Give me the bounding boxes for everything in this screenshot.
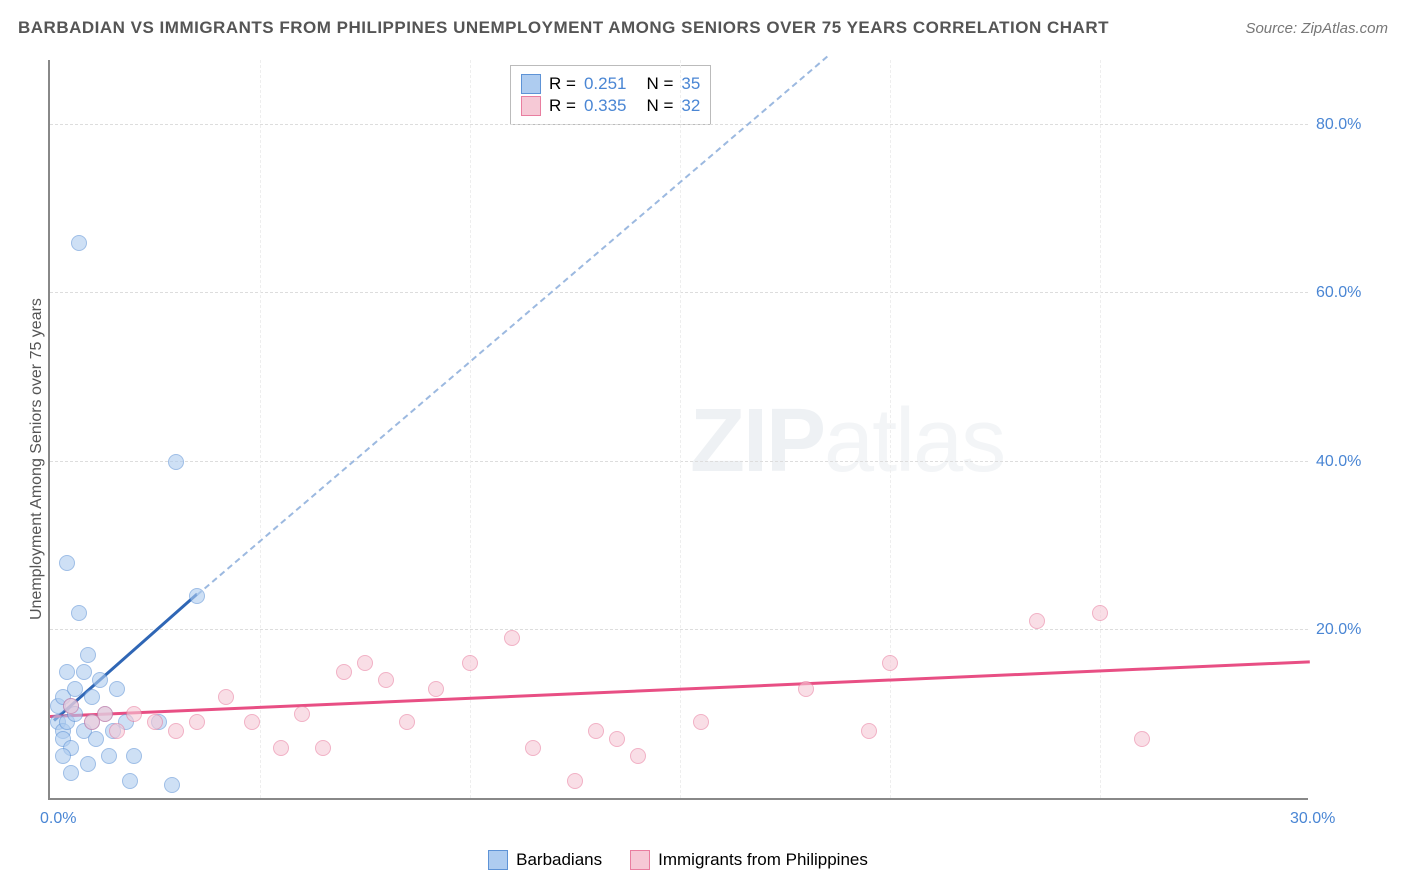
stats-legend-box: R = 0.251 N = 35 R = 0.335 N = 32 bbox=[510, 65, 711, 125]
data-point bbox=[67, 681, 83, 697]
data-point bbox=[294, 706, 310, 722]
watermark: ZIPatlas bbox=[690, 390, 1004, 493]
data-point bbox=[55, 748, 71, 764]
y-axis-label: Unemployment Among Seniors over 75 years bbox=[28, 298, 46, 620]
data-point bbox=[109, 681, 125, 697]
legend-label: Immigrants from Philippines bbox=[658, 850, 868, 870]
data-point bbox=[101, 748, 117, 764]
data-point bbox=[71, 235, 87, 251]
data-point bbox=[315, 740, 331, 756]
data-point bbox=[378, 672, 394, 688]
n-label: N = bbox=[646, 74, 673, 94]
data-point bbox=[80, 756, 96, 772]
y-gridline bbox=[50, 629, 1308, 630]
legend-swatch bbox=[488, 850, 508, 870]
data-point bbox=[357, 655, 373, 671]
stats-legend-row: R = 0.335 N = 32 bbox=[521, 96, 700, 116]
r-value: 0.251 bbox=[584, 74, 627, 94]
data-point bbox=[59, 555, 75, 571]
data-point bbox=[71, 605, 87, 621]
data-point bbox=[168, 723, 184, 739]
title-bar: BARBADIAN VS IMMIGRANTS FROM PHILIPPINES… bbox=[18, 18, 1388, 38]
data-point bbox=[1092, 605, 1108, 621]
data-point bbox=[59, 664, 75, 680]
watermark-bold: ZIP bbox=[690, 391, 824, 491]
r-value: 0.335 bbox=[584, 96, 627, 116]
scatter-plot: ZIPatlas R =0.251N =35R =0.335N =32 20.0… bbox=[48, 60, 1308, 800]
data-point bbox=[84, 689, 100, 705]
legend-swatch bbox=[630, 850, 650, 870]
data-point bbox=[504, 630, 520, 646]
data-point bbox=[244, 714, 260, 730]
n-value: 35 bbox=[681, 74, 700, 94]
data-point bbox=[428, 681, 444, 697]
data-point bbox=[147, 714, 163, 730]
data-point bbox=[109, 723, 125, 739]
x-tick-label: 0.0% bbox=[40, 810, 76, 828]
data-point bbox=[88, 731, 104, 747]
x-gridline bbox=[1100, 60, 1101, 798]
n-value: 32 bbox=[681, 96, 700, 116]
data-point bbox=[218, 689, 234, 705]
data-point bbox=[80, 647, 96, 663]
r-label: R = bbox=[549, 74, 576, 94]
y-gridline bbox=[50, 292, 1308, 293]
data-point bbox=[189, 714, 205, 730]
data-point bbox=[630, 748, 646, 764]
data-point bbox=[76, 664, 92, 680]
stats-legend-row: R = 0.251 N = 35 bbox=[521, 74, 700, 94]
watermark-thin: atlas bbox=[824, 391, 1004, 491]
x-gridline bbox=[470, 60, 471, 798]
data-point bbox=[126, 748, 142, 764]
legend-item: Barbadians bbox=[488, 850, 602, 870]
data-point bbox=[861, 723, 877, 739]
data-point bbox=[92, 672, 108, 688]
data-point bbox=[97, 706, 113, 722]
data-point bbox=[63, 698, 79, 714]
y-gridline bbox=[50, 124, 1308, 125]
trend-line-dashed bbox=[196, 56, 827, 596]
data-point bbox=[882, 655, 898, 671]
data-point bbox=[567, 773, 583, 789]
legend-item: Immigrants from Philippines bbox=[630, 850, 868, 870]
chart-title: BARBADIAN VS IMMIGRANTS FROM PHILIPPINES… bbox=[18, 18, 1109, 38]
data-point bbox=[126, 706, 142, 722]
y-tick-label: 60.0% bbox=[1316, 284, 1386, 302]
data-point bbox=[63, 765, 79, 781]
data-point bbox=[462, 655, 478, 671]
x-tick-label: 30.0% bbox=[1290, 810, 1335, 828]
data-point bbox=[336, 664, 352, 680]
y-tick-label: 40.0% bbox=[1316, 453, 1386, 471]
data-point bbox=[273, 740, 289, 756]
x-gridline bbox=[260, 60, 261, 798]
data-point bbox=[122, 773, 138, 789]
data-point bbox=[1134, 731, 1150, 747]
data-point bbox=[168, 454, 184, 470]
data-point bbox=[693, 714, 709, 730]
data-point bbox=[164, 777, 180, 793]
source-label: Source: ZipAtlas.com bbox=[1245, 20, 1388, 37]
data-point bbox=[588, 723, 604, 739]
series-legend: Barbadians Immigrants from Philippines bbox=[48, 850, 1308, 870]
y-gridline bbox=[50, 461, 1308, 462]
data-point bbox=[399, 714, 415, 730]
n-label: N = bbox=[646, 96, 673, 116]
legend-swatch bbox=[521, 96, 541, 116]
legend-swatch bbox=[521, 74, 541, 94]
r-label: R = bbox=[549, 96, 576, 116]
x-gridline bbox=[890, 60, 891, 798]
data-point bbox=[609, 731, 625, 747]
y-tick-label: 80.0% bbox=[1316, 116, 1386, 134]
data-point bbox=[798, 681, 814, 697]
y-tick-label: 20.0% bbox=[1316, 621, 1386, 639]
data-point bbox=[525, 740, 541, 756]
data-point bbox=[1029, 613, 1045, 629]
legend-label: Barbadians bbox=[516, 850, 602, 870]
data-point bbox=[189, 588, 205, 604]
